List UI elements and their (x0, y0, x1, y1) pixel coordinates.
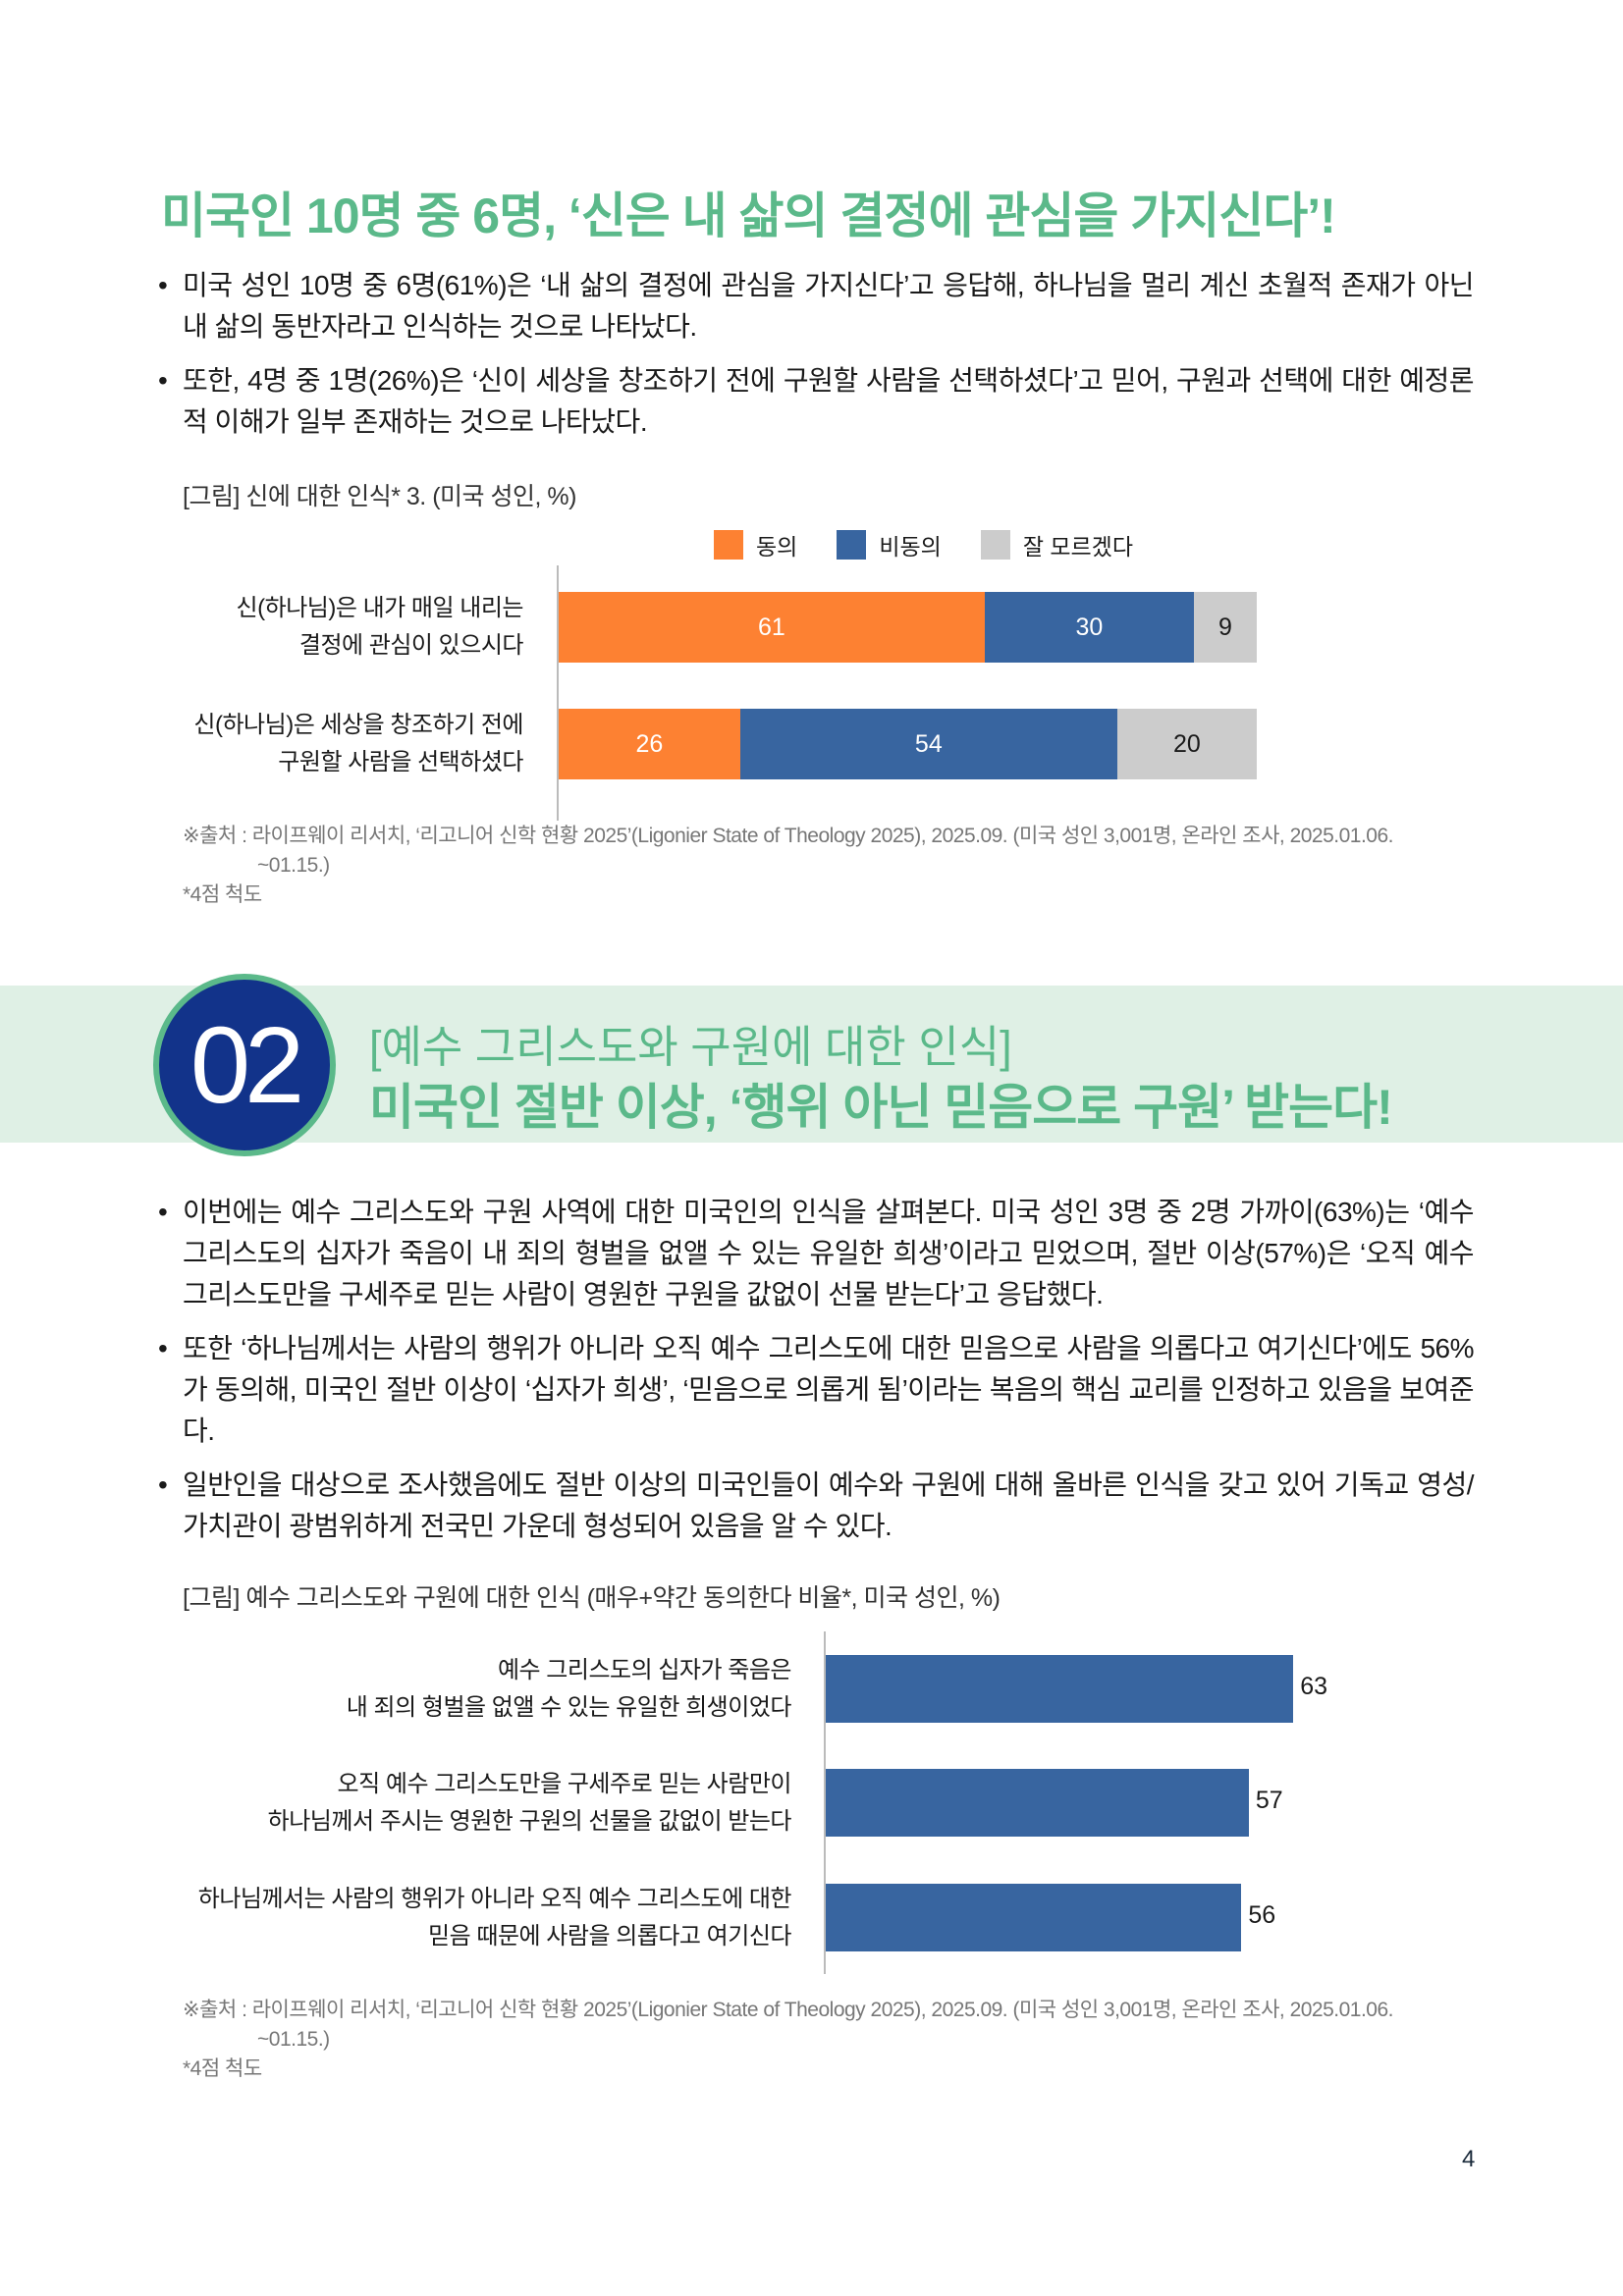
category-label-line: 신(하나님)은 세상을 창조하기 전에 (193, 712, 523, 738)
legend-item: 잘 모르겠다 (980, 528, 1134, 561)
category-label-line: 결정에 관심이 있으시다 (298, 632, 524, 659)
bar-segment: 30 (984, 592, 1194, 663)
bullet-item: 일반인을 대상으로 조사했음에도 절반 이상의 미국인들이 예수와 구원에 대해… (158, 1465, 1475, 1547)
data-label: 30 (1075, 613, 1104, 641)
legend-label: 잘 모르겠다 (1022, 534, 1134, 560)
category-label-line: 내 죄의 형벌을 없앨 수 있는 유일한 희생이었다 (346, 1693, 792, 1721)
bullet-item: 또한, 4명 중 1명(26%)은 ‘신이 세상을 창조하기 전에 구원할 사람… (158, 360, 1475, 443)
category-label-line: 하나님께서 주시는 영원한 구원의 선물을 값없이 받는다 (267, 1807, 792, 1835)
data-label: 61 (757, 613, 785, 641)
data-label: 9 (1218, 613, 1232, 641)
source-text-cont: ~01.15.) (257, 2028, 330, 2051)
bar (826, 1769, 1249, 1837)
footnote: *4점 척도 (183, 2057, 262, 2080)
bar-segment: 9 (1194, 592, 1257, 663)
category-label-line: 오직 예수 그리스도만을 구세주로 믿는 사람만이 (337, 1770, 792, 1797)
bar-segment: 26 (559, 709, 740, 779)
category-label-line: 예수 그리스도의 십자가 죽음은 (497, 1656, 792, 1683)
section-number: 02 (189, 1004, 304, 1126)
chart-legend: 동의 비동의 잘 모르겠다 (714, 528, 1172, 561)
category-label-line: 구원할 사람을 선택하셨다 (278, 749, 523, 775)
bullet-item: 또한 ‘하나님께서는 사람의 행위가 아니라 오직 예수 그리스도에 대한 믿음… (158, 1328, 1475, 1452)
data-label: 57 (1255, 1787, 1283, 1814)
data-label: 20 (1172, 729, 1201, 758)
section-number-badge: 02 (153, 974, 336, 1156)
bar (826, 1884, 1242, 1951)
bar-segment: 54 (739, 709, 1117, 779)
figure2-source: ※출처 : 라이프웨이 리서치, ‘리고니어 신학 현황 2025’(Ligon… (183, 1996, 1479, 2084)
footnote: *4점 척도 (183, 883, 262, 906)
page-number: 4 (1462, 2146, 1476, 2172)
source-text: ※출처 : 라이프웨이 리서치, ‘리고니어 신학 현황 2025’(Ligon… (183, 1999, 1394, 2021)
section2-subtitle: [예수 그리스도와 구원에 대한 인식] (369, 1022, 1012, 1072)
data-label: 63 (1300, 1673, 1328, 1700)
section2-bullets: 이번에는 예수 그리스도와 구원 사역에 대한 미국인의 인식을 살펴본다. 미… (158, 1192, 1475, 1560)
source-text: ※출처 : 라이프웨이 리서치, ‘리고니어 신학 현황 2025’(Ligon… (183, 825, 1394, 847)
category-label-line: 신(하나님)은 내가 매일 내리는 (236, 595, 524, 621)
figure2-caption: [그림] 예수 그리스도와 구원에 대한 인식 (매우+약간 동의한다 비율*,… (183, 1584, 1001, 1612)
data-label: 56 (1248, 1901, 1276, 1929)
bullet-item: 미국 성인 10명 중 6명(61%)은 ‘내 삶의 결정에 관심을 가지신다’… (158, 265, 1475, 347)
bar-segment: 61 (559, 592, 985, 663)
figure1-caption: [그림] 신에 대한 인식* 3. (미국 성인, %) (183, 483, 576, 510)
bullet-item: 이번에는 예수 그리스도와 구원 사역에 대한 미국인의 인식을 살펴본다. 미… (158, 1192, 1475, 1315)
section1-title: 미국인 10명 중 6명, ‘신은 내 삶의 결정에 관심을 가지신다’! (161, 188, 1336, 243)
legend-swatch (714, 530, 743, 560)
bar-segment: 20 (1116, 709, 1257, 779)
data-label: 54 (914, 729, 943, 758)
bar (826, 1655, 1294, 1723)
legend-swatch (837, 530, 867, 560)
data-label: 26 (635, 729, 664, 758)
source-text-cont: ~01.15.) (257, 854, 330, 877)
category-label-line: 믿음 때문에 사람을 의롭다고 여기신다 (428, 1922, 791, 1949)
chart-axis (557, 565, 559, 821)
figure1-source: ※출처 : 라이프웨이 리서치, ‘리고니어 신학 현황 2025’(Ligon… (183, 822, 1479, 910)
section2-title: 미국인 절반 이상, ‘행위 아닌 믿음으로 구원’ 받는다! (369, 1080, 1393, 1135)
legend-swatch (980, 530, 1010, 560)
section1-bullets: 미국 성인 10명 중 6명(61%)은 ‘내 삶의 결정에 관심을 가지신다’… (158, 265, 1475, 455)
legend-label: 동의 (756, 534, 798, 560)
chart-axis (824, 1631, 826, 1974)
legend-item: 동의 (714, 528, 797, 561)
category-label-line: 하나님께서는 사람의 행위가 아니라 오직 예수 그리스도에 대한 (197, 1885, 792, 1912)
legend-item: 비동의 (837, 528, 942, 561)
legend-label: 비동의 (879, 534, 942, 560)
